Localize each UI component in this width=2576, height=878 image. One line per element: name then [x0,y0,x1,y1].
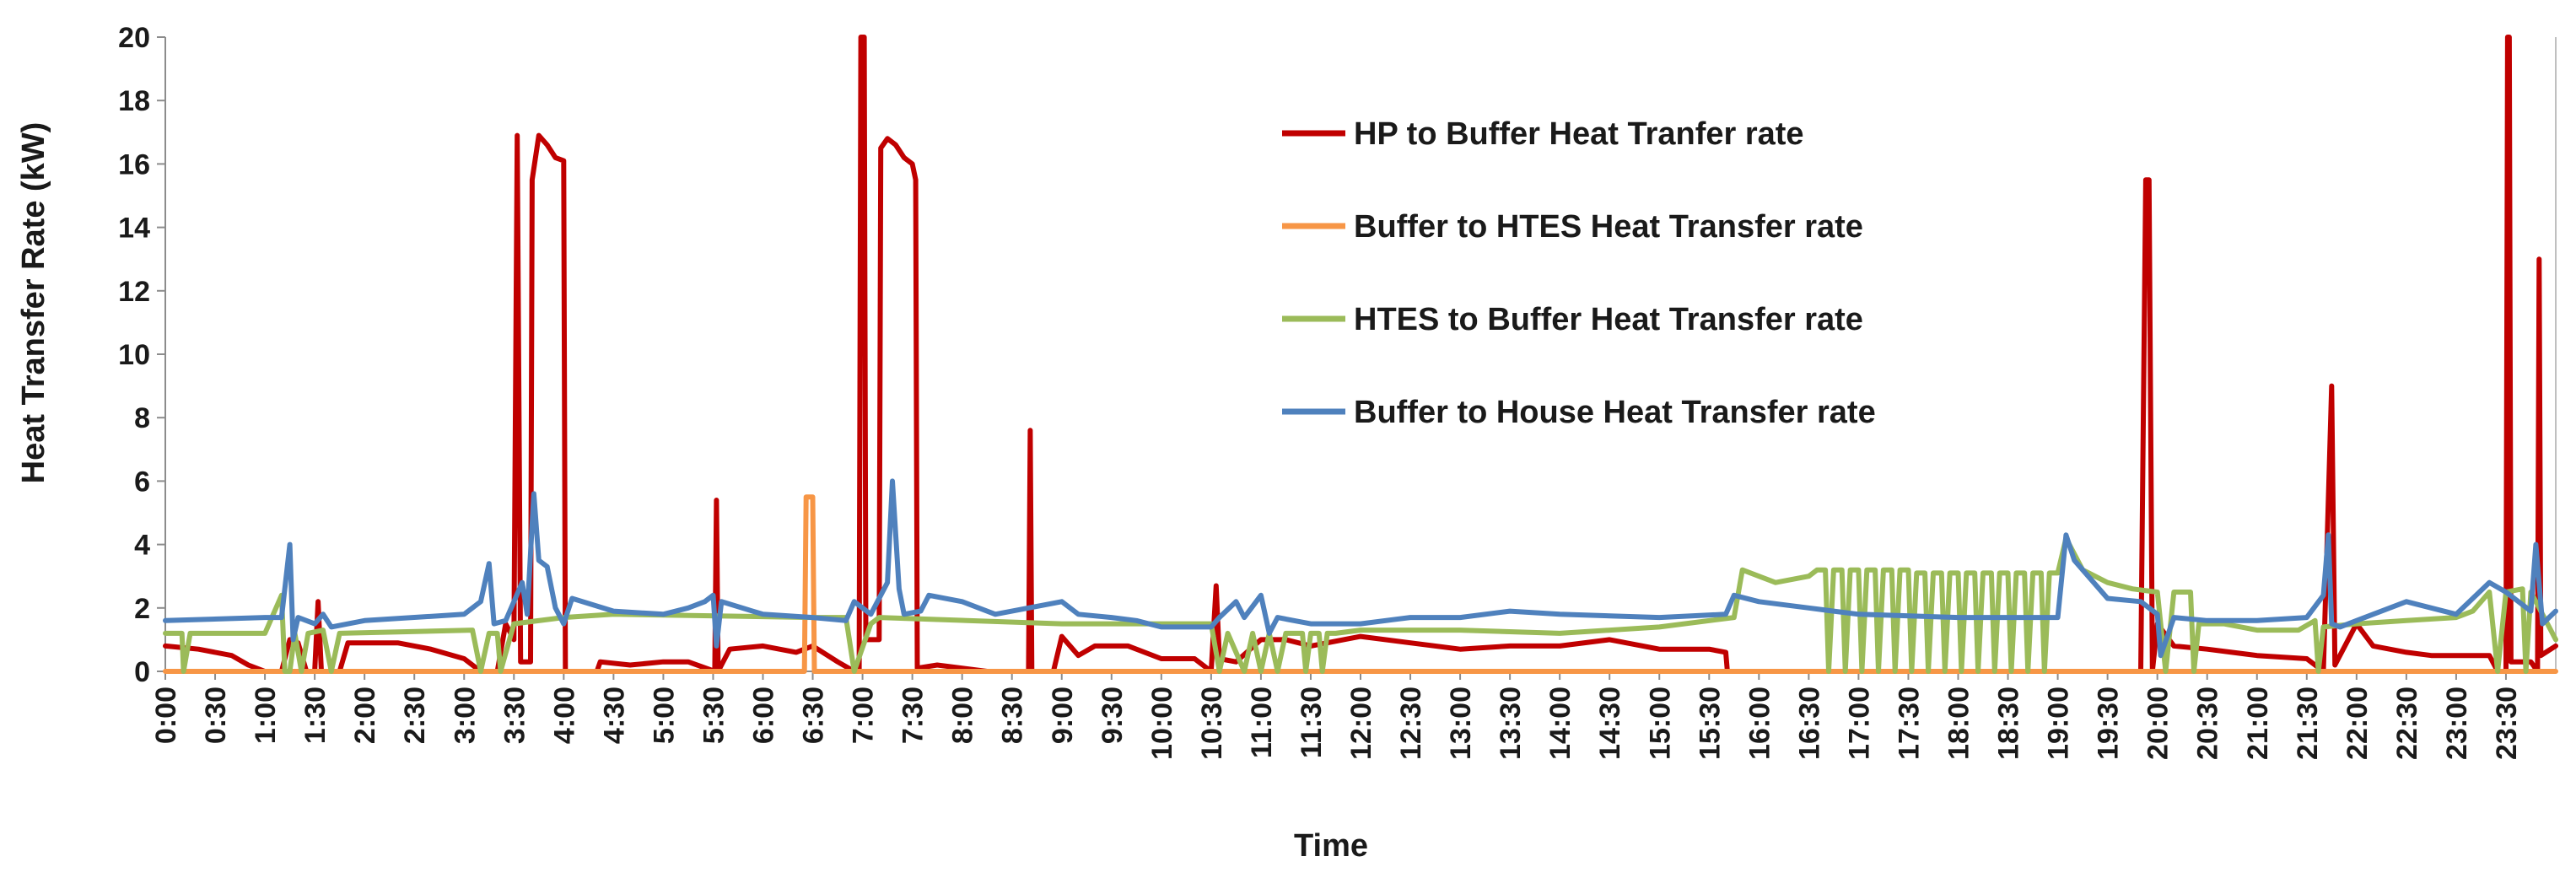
y-tick-label: 10 [118,339,150,371]
x-tick-label: 19:00 [2043,687,2075,760]
x-tick-label: 11:00 [1246,687,1278,758]
series-line-1 [163,35,2558,674]
x-tick-label: 21:30 [2292,687,2324,760]
x-tick-label: 14:30 [1594,687,1626,760]
x-tick-label: 1:30 [299,687,331,744]
x-tick-label: 15:30 [1694,687,1726,760]
x-tick-label: 22:00 [2342,687,2374,760]
y-tick-label: 2 [134,593,150,625]
x-tick-label: 20:30 [2192,687,2224,760]
x-tick-label: 0:30 [200,687,232,744]
y-axis: 0 2 4 6 8 10 12 14 16 18 20 [118,22,166,688]
series-line-4 [163,478,2558,659]
x-tick-label: 6:30 [798,687,830,744]
y-tick-label: 12 [118,276,150,308]
x-tick-label: 12:00 [1345,687,1377,760]
x-tick-label: 18:30 [1993,687,2025,760]
legend-label-1: HP to Buffer Heat Tranfer rate [1354,116,1804,152]
x-tick-label: 2:00 [349,687,381,744]
y-tick-label: 8 [134,402,150,434]
x-axis-title: Time [1294,828,1368,864]
x-tick-label: 23:30 [2491,687,2523,760]
x-tick-label: 10:00 [1146,687,1178,760]
x-tick-label: 7:30 [897,687,930,744]
x-tick-label: 8:30 [997,687,1029,744]
x-tick-label: 3:00 [449,687,481,744]
x-tick-label: 16:30 [1793,687,1825,760]
x-tick-label: 18:00 [1943,687,1975,760]
y-tick-label: 18 [118,85,150,117]
x-tick-label: 9:00 [1047,687,1079,744]
x-tick-label: 17:00 [1843,687,1875,760]
x-tick-label: 5:00 [648,687,680,744]
x-tick-label: 14:00 [1544,687,1576,760]
x-tick-label: 9:30 [1097,687,1129,744]
x-tick-label: 4:30 [598,687,630,744]
x-tick-label: 12:30 [1395,687,1427,760]
x-tick-label: 17:30 [1893,687,1925,760]
plot-area [163,35,2558,674]
x-tick-label: 11:30 [1296,687,1328,758]
legend-label-4: Buffer to House Heat Transfer rate [1354,395,1876,430]
y-tick-label: 4 [134,530,150,562]
x-tick-label: 16:00 [1743,687,1776,760]
x-tick-label: 23:00 [2441,687,2473,760]
x-tick-label: 6:00 [748,687,780,744]
x-tick-label: 15:00 [1644,687,1676,760]
x-tick-label: 20:00 [2142,687,2175,760]
x-tick-label: 13:30 [1495,687,1527,760]
x-tick-label: 4:00 [548,687,580,744]
y-tick-label: 20 [118,22,150,54]
legend-label-2: Buffer to HTES Heat Transfer rate [1354,209,1863,245]
y-tick-label: 16 [118,148,150,180]
x-tick-label: 22:30 [2391,687,2423,760]
y-tick-label: 6 [134,466,150,498]
series-line-2 [163,494,2558,674]
x-tick-label: 7:00 [848,687,880,744]
y-axis-title: Heat Transfer Rate (kW) [16,122,51,484]
legend-label-3: HTES to Buffer Heat Transfer rate [1354,302,1863,337]
x-tick-label: 1:00 [250,687,282,744]
x-tick-label: 10:30 [1196,687,1228,760]
x-tick-label: 21:00 [2242,687,2274,760]
x-tick-label: 13:00 [1445,687,1477,760]
y-tick-label: 0 [134,656,150,688]
legend: HP to Buffer Heat Tranfer rate Buffer to … [1282,116,1876,430]
x-tick-label: 2:30 [399,687,431,744]
x-tick-label: 19:30 [2093,687,2125,760]
y-tick-label: 14 [118,213,150,245]
x-tick-label: 5:30 [698,687,730,744]
x-tick-label: 0:00 [150,687,182,744]
x-tick-label: 8:00 [947,687,979,744]
x-tick-label: 3:30 [498,687,531,744]
